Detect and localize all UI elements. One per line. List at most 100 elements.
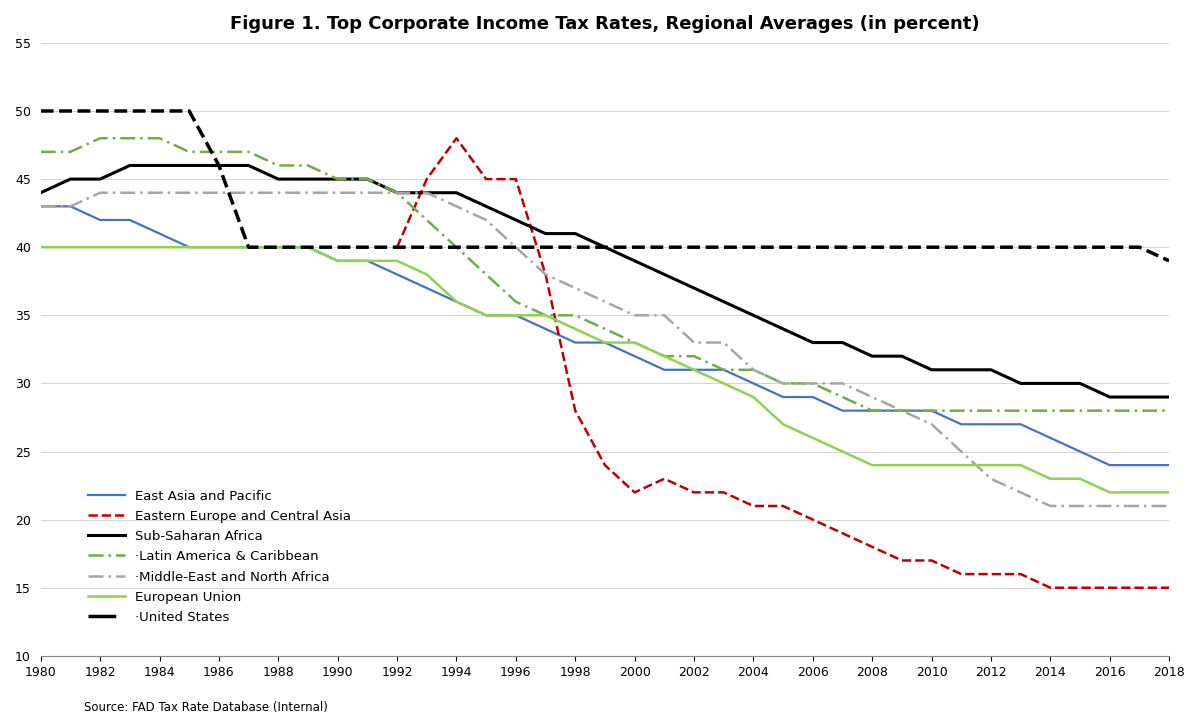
Middle-East and North Africa: [865, 393, 880, 401]
Line: Middle-East and North Africa: Middle-East and North Africa: [41, 193, 1169, 506]
Middle-East and North Africa: [658, 311, 672, 320]
Latin America & Caribbean: [895, 406, 910, 415]
Latin America & Caribbean: [271, 161, 286, 169]
Sub-Saharan Africa: [746, 311, 761, 320]
United States: [805, 243, 820, 252]
Sub-Saharan Africa: [34, 189, 48, 197]
Sub-Saharan Africa: [984, 365, 998, 374]
Middle-East and North Africa: [301, 189, 316, 197]
Sub-Saharan Africa: [598, 243, 612, 252]
East Asia and Pacific: [865, 406, 880, 415]
European Union: [805, 433, 820, 442]
Sub-Saharan Africa: [1162, 393, 1176, 401]
European Union: [34, 243, 48, 252]
United States: [746, 243, 761, 252]
Sub-Saharan Africa: [658, 270, 672, 279]
European Union: [122, 243, 137, 252]
Latin America & Caribbean: [1103, 406, 1117, 415]
European Union: [1133, 488, 1147, 497]
East Asia and Pacific: [658, 365, 672, 374]
East Asia and Pacific: [1043, 433, 1057, 442]
Eastern Europe and Central Asia: [865, 543, 880, 551]
United States: [539, 243, 553, 252]
Latin America & Caribbean: [776, 379, 791, 388]
Eastern Europe and Central Asia: [835, 529, 850, 538]
Latin America & Caribbean: [1162, 406, 1176, 415]
East Asia and Pacific: [716, 365, 731, 374]
Latin America & Caribbean: [301, 161, 316, 169]
Sub-Saharan Africa: [420, 189, 434, 197]
United States: [1014, 243, 1028, 252]
Sub-Saharan Africa: [330, 174, 344, 183]
East Asia and Pacific: [984, 420, 998, 428]
Middle-East and North Africa: [805, 379, 820, 388]
Eastern Europe and Central Asia: [1162, 583, 1176, 592]
European Union: [390, 257, 404, 265]
Middle-East and North Africa: [686, 338, 701, 347]
Eastern Europe and Central Asia: [686, 488, 701, 497]
European Union: [716, 379, 731, 388]
Eastern Europe and Central Asia: [1103, 583, 1117, 592]
Sub-Saharan Africa: [835, 338, 850, 347]
East Asia and Pacific: [509, 311, 523, 320]
Middle-East and North Africa: [1103, 502, 1117, 511]
East Asia and Pacific: [330, 257, 344, 265]
Sub-Saharan Africa: [182, 161, 197, 169]
United States: [628, 243, 642, 252]
Latin America & Caribbean: [360, 174, 374, 183]
United States: [776, 243, 791, 252]
Latin America & Caribbean: [390, 189, 404, 197]
United States: [1043, 243, 1057, 252]
East Asia and Pacific: [1073, 447, 1087, 455]
Eastern Europe and Central Asia: [628, 488, 642, 497]
Latin America & Caribbean: [1014, 406, 1028, 415]
European Union: [835, 447, 850, 455]
Middle-East and North Africa: [34, 202, 48, 211]
Latin America & Caribbean: [122, 134, 137, 142]
Latin America & Caribbean: [420, 216, 434, 225]
Eastern Europe and Central Asia: [776, 502, 791, 511]
Middle-East and North Africa: [152, 189, 167, 197]
Latin America & Caribbean: [330, 174, 344, 183]
United States: [390, 243, 404, 252]
Sub-Saharan Africa: [122, 161, 137, 169]
Eastern Europe and Central Asia: [449, 134, 463, 142]
Sub-Saharan Africa: [954, 365, 968, 374]
Latin America & Caribbean: [479, 270, 493, 279]
Sub-Saharan Africa: [924, 365, 938, 374]
East Asia and Pacific: [1133, 461, 1147, 470]
East Asia and Pacific: [539, 325, 553, 333]
Middle-East and North Africa: [776, 379, 791, 388]
United States: [598, 243, 612, 252]
European Union: [182, 243, 197, 252]
East Asia and Pacific: [568, 338, 582, 347]
European Union: [954, 461, 968, 470]
Middle-East and North Africa: [568, 284, 582, 292]
Latin America & Caribbean: [598, 325, 612, 333]
United States: [211, 161, 226, 169]
Latin America & Caribbean: [835, 393, 850, 401]
East Asia and Pacific: [954, 420, 968, 428]
United States: [1073, 243, 1087, 252]
European Union: [152, 243, 167, 252]
Latin America & Caribbean: [34, 147, 48, 156]
European Union: [865, 461, 880, 470]
European Union: [598, 338, 612, 347]
East Asia and Pacific: [746, 379, 761, 388]
United States: [1103, 243, 1117, 252]
Latin America & Caribbean: [509, 297, 523, 306]
Middle-East and North Africa: [241, 189, 256, 197]
Latin America & Caribbean: [1043, 406, 1057, 415]
Latin America & Caribbean: [241, 147, 256, 156]
Latin America & Caribbean: [746, 365, 761, 374]
Middle-East and North Africa: [1133, 502, 1147, 511]
East Asia and Pacific: [271, 243, 286, 252]
East Asia and Pacific: [449, 297, 463, 306]
Middle-East and North Africa: [211, 189, 226, 197]
Latin America & Caribbean: [924, 406, 938, 415]
United States: [954, 243, 968, 252]
European Union: [746, 393, 761, 401]
East Asia and Pacific: [1162, 461, 1176, 470]
Line: East Asia and Pacific: East Asia and Pacific: [41, 207, 1169, 465]
European Union: [509, 311, 523, 320]
